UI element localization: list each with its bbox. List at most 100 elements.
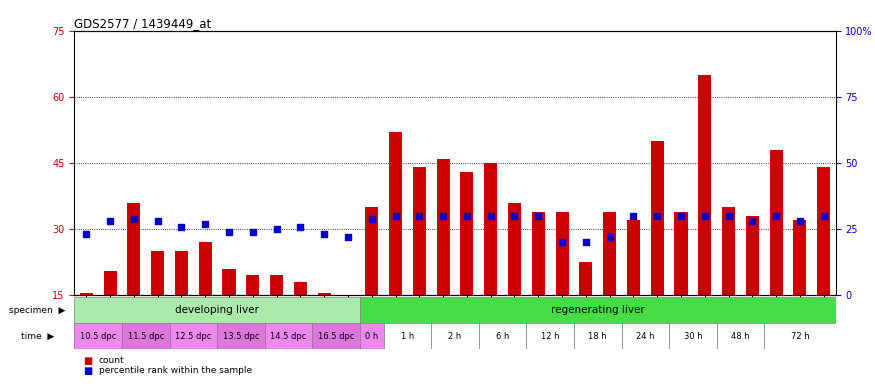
Point [650, 213, 664, 219]
Bar [484, 163, 497, 295]
Text: 30 h: 30 h [683, 332, 703, 341]
Bar [170, 323, 217, 349]
Text: 6 h: 6 h [496, 332, 509, 341]
Bar [74, 323, 122, 349]
Bar [651, 141, 664, 295]
Bar [80, 293, 93, 295]
Point [626, 213, 640, 219]
Bar [199, 242, 212, 295]
Point [222, 229, 236, 235]
Bar [175, 251, 188, 295]
Bar [431, 323, 479, 349]
Bar [532, 212, 545, 295]
Point [484, 213, 498, 219]
Point [722, 213, 736, 219]
Bar [383, 323, 431, 349]
Bar [365, 207, 378, 295]
Bar [698, 75, 711, 295]
Text: 12.5 dpc: 12.5 dpc [175, 332, 212, 341]
Bar [556, 212, 569, 295]
Bar [527, 323, 574, 349]
Point [674, 213, 688, 219]
Text: percentile rank within the sample: percentile rank within the sample [99, 366, 252, 375]
Bar [360, 297, 836, 323]
Bar [574, 323, 621, 349]
Bar [122, 323, 170, 349]
Bar [603, 212, 616, 295]
Bar [722, 207, 735, 295]
Bar [360, 323, 383, 349]
Bar [103, 271, 116, 295]
Bar [437, 159, 450, 295]
Bar [127, 203, 140, 295]
Point [769, 213, 783, 219]
Bar [764, 323, 836, 349]
Bar [246, 275, 259, 295]
Bar [669, 323, 717, 349]
Bar [217, 323, 265, 349]
Bar [413, 167, 426, 295]
Text: regenerating liver: regenerating liver [551, 305, 645, 315]
Bar [579, 262, 592, 295]
Point [579, 239, 593, 245]
Text: specimen  ▶: specimen ▶ [9, 306, 66, 315]
Point [317, 232, 331, 238]
Text: time  ▶: time ▶ [21, 332, 54, 341]
Bar [507, 203, 521, 295]
Point [150, 218, 164, 224]
Point [199, 221, 213, 227]
Bar [770, 150, 783, 295]
Bar [222, 269, 235, 295]
Point [127, 215, 141, 222]
Text: count: count [99, 356, 124, 366]
Text: 16.5 dpc: 16.5 dpc [318, 332, 354, 341]
Bar [318, 293, 331, 295]
Point [388, 213, 402, 219]
Point [436, 213, 450, 219]
Point [793, 218, 807, 224]
Text: 24 h: 24 h [636, 332, 654, 341]
Point [174, 223, 188, 230]
Text: GDS2577 / 1439449_at: GDS2577 / 1439449_at [74, 17, 212, 30]
Point [816, 213, 830, 219]
Text: 14.5 dpc: 14.5 dpc [270, 332, 306, 341]
Point [412, 213, 426, 219]
Point [246, 229, 260, 235]
Text: 1 h: 1 h [401, 332, 414, 341]
Text: 11.5 dpc: 11.5 dpc [128, 332, 164, 341]
Bar [794, 220, 807, 295]
Text: 2 h: 2 h [448, 332, 462, 341]
Text: 0 h: 0 h [365, 332, 378, 341]
Text: 72 h: 72 h [791, 332, 809, 341]
Point [270, 226, 284, 232]
Text: developing liver: developing liver [175, 305, 259, 315]
Bar [389, 132, 402, 295]
Point [365, 215, 379, 222]
Point [293, 223, 307, 230]
Bar [312, 323, 360, 349]
Bar [74, 297, 360, 323]
Point [460, 213, 474, 219]
Bar [621, 323, 669, 349]
Bar [341, 295, 354, 298]
Text: 18 h: 18 h [588, 332, 607, 341]
Bar [479, 323, 527, 349]
Bar [746, 216, 759, 295]
Point [80, 232, 94, 238]
Point [603, 234, 617, 240]
Text: 12 h: 12 h [541, 332, 559, 341]
Text: 48 h: 48 h [732, 332, 750, 341]
Point [697, 213, 711, 219]
Point [341, 234, 355, 240]
Bar [717, 323, 764, 349]
Bar [460, 172, 473, 295]
Bar [626, 220, 640, 295]
Point [531, 213, 545, 219]
Text: ■: ■ [83, 356, 93, 366]
Point [746, 218, 760, 224]
Bar [151, 251, 164, 295]
Text: 10.5 dpc: 10.5 dpc [80, 332, 116, 341]
Point [555, 239, 569, 245]
Bar [294, 282, 307, 295]
Point [507, 213, 522, 219]
